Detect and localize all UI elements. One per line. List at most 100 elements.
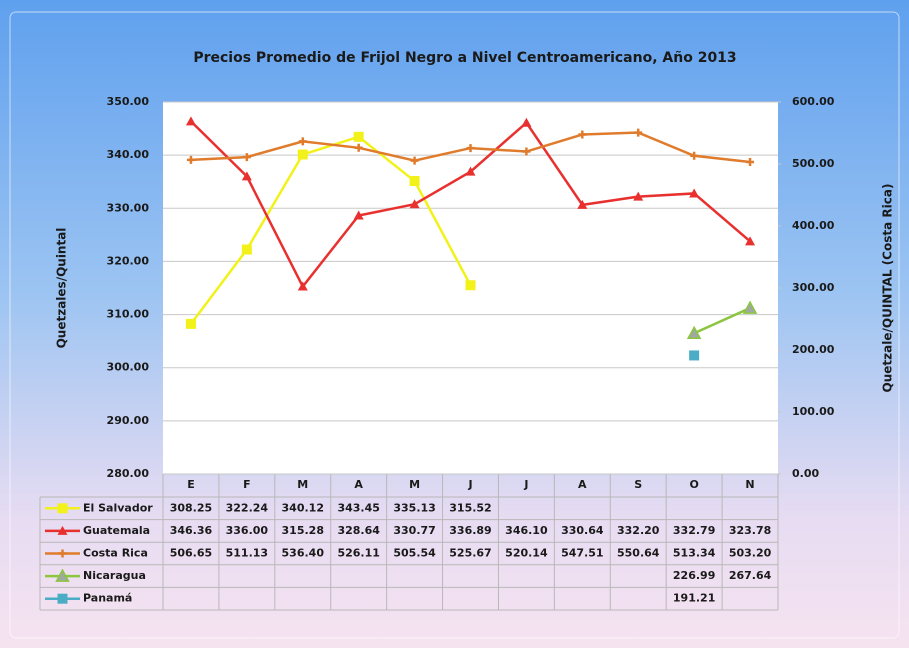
chart-title: Precios Promedio de Frijol Negro a Nivel…	[193, 50, 736, 66]
y2-tick-label: 400.00	[792, 219, 835, 232]
table-value: 346.10	[505, 524, 548, 537]
table-value: 335.13	[393, 501, 435, 514]
x-tick-label: M	[409, 478, 420, 491]
x-tick-label: E	[187, 478, 195, 491]
table-value: 526.11	[337, 547, 379, 560]
x-tick-label: J	[523, 478, 528, 491]
y2-tick-label: 100.00	[792, 405, 835, 418]
series-line	[693, 306, 751, 335]
table-value: 346.36	[170, 524, 213, 537]
data-point	[410, 156, 419, 165]
table-value: 505.54	[393, 547, 436, 560]
x-tick-label: M	[297, 478, 308, 491]
data-point	[633, 191, 644, 201]
table-value: 315.28	[282, 524, 324, 537]
table-value: 340.12	[282, 501, 324, 514]
y2-tick-label: 300.00	[792, 281, 835, 294]
table-value: 525.67	[449, 547, 491, 560]
y-tick-label: 320.00	[107, 254, 150, 267]
y-tick-label: 310.00	[107, 308, 150, 321]
x-tick-label: F	[243, 478, 251, 491]
table-value: 550.64	[617, 547, 660, 560]
table-value: 191.21	[673, 592, 715, 605]
data-point	[522, 147, 531, 156]
table-value: 315.52	[449, 501, 491, 514]
table-value: 322.24	[226, 501, 269, 514]
table-value: 330.64	[561, 524, 604, 537]
x-tick-label: O	[689, 478, 698, 491]
data-point	[354, 143, 363, 152]
y-tick-label: 280.00	[107, 467, 150, 480]
data-point	[686, 325, 702, 340]
y2-axis-label: Quetzale/QUINTAL (Costa Rica)	[881, 184, 895, 393]
table-value: 503.20	[729, 547, 772, 560]
y-tick-label: 330.00	[107, 201, 150, 214]
data-point	[634, 128, 643, 137]
legend-key-marker	[55, 568, 70, 582]
table-value: 536.40	[282, 547, 325, 560]
y-tick-label: 290.00	[107, 414, 150, 427]
x-tick-label: N	[745, 478, 754, 491]
data-point	[465, 166, 476, 176]
table-value: 308.25	[170, 501, 212, 514]
x-tick-label: S	[634, 478, 642, 491]
y2-tick-label: 0.00	[792, 467, 819, 480]
table-value: 506.65	[170, 547, 212, 560]
table-value: 330.77	[393, 524, 435, 537]
table-value: 511.13	[226, 547, 268, 560]
data-point	[577, 199, 588, 209]
data-point	[409, 176, 420, 187]
x-tick-label: J	[467, 478, 472, 491]
table-value: 520.14	[505, 547, 548, 560]
legend-key-marker	[57, 503, 68, 514]
data-point	[241, 244, 252, 255]
table-value: 332.79	[673, 524, 715, 537]
legend-label: El Salvador	[83, 501, 153, 514]
data-point	[690, 151, 699, 160]
data-point	[521, 117, 532, 127]
y2-tick-label: 500.00	[792, 157, 835, 170]
data-point	[745, 236, 756, 246]
table-value: 267.64	[729, 569, 772, 582]
x-tick-label: A	[578, 478, 587, 491]
data-point	[578, 130, 587, 139]
chart-border	[9, 11, 900, 639]
legend-label: Panamá	[83, 592, 132, 605]
data-point	[186, 155, 195, 164]
y-axis-label: Quetzales/Quintal	[55, 228, 69, 349]
x-tick-label: A	[354, 478, 363, 491]
legend-key-marker	[58, 549, 67, 558]
legend-key-marker	[57, 593, 68, 604]
legend-label: Guatemala	[83, 524, 150, 537]
table-value: 336.00	[226, 524, 269, 537]
table-value: 336.89	[449, 524, 491, 537]
data-point	[297, 281, 308, 291]
data-point	[409, 199, 420, 209]
y2-tick-label: 200.00	[792, 343, 835, 356]
legend-key-marker	[57, 525, 68, 535]
data-point	[241, 171, 252, 181]
data-point	[689, 188, 700, 198]
y-tick-label: 300.00	[107, 361, 150, 374]
data-point	[185, 318, 196, 329]
data-point	[746, 158, 755, 167]
table-value: 323.78	[729, 524, 771, 537]
data-point	[466, 144, 475, 153]
y2-tick-label: 600.00	[792, 95, 835, 108]
data-point	[185, 116, 196, 126]
y-tick-label: 350.00	[107, 95, 150, 108]
data-point	[297, 149, 308, 160]
legend-label: Costa Rica	[83, 547, 148, 560]
table-value: 226.99	[673, 569, 715, 582]
y-tick-label: 340.00	[107, 148, 150, 161]
data-point	[298, 137, 307, 146]
table-value: 328.64	[337, 524, 380, 537]
data-point	[242, 153, 251, 162]
legend-label: Nicaragua	[83, 569, 146, 582]
data-point	[465, 280, 476, 291]
table-value: 343.45	[337, 501, 379, 514]
table-value: 547.51	[561, 547, 603, 560]
data-point	[689, 350, 700, 361]
